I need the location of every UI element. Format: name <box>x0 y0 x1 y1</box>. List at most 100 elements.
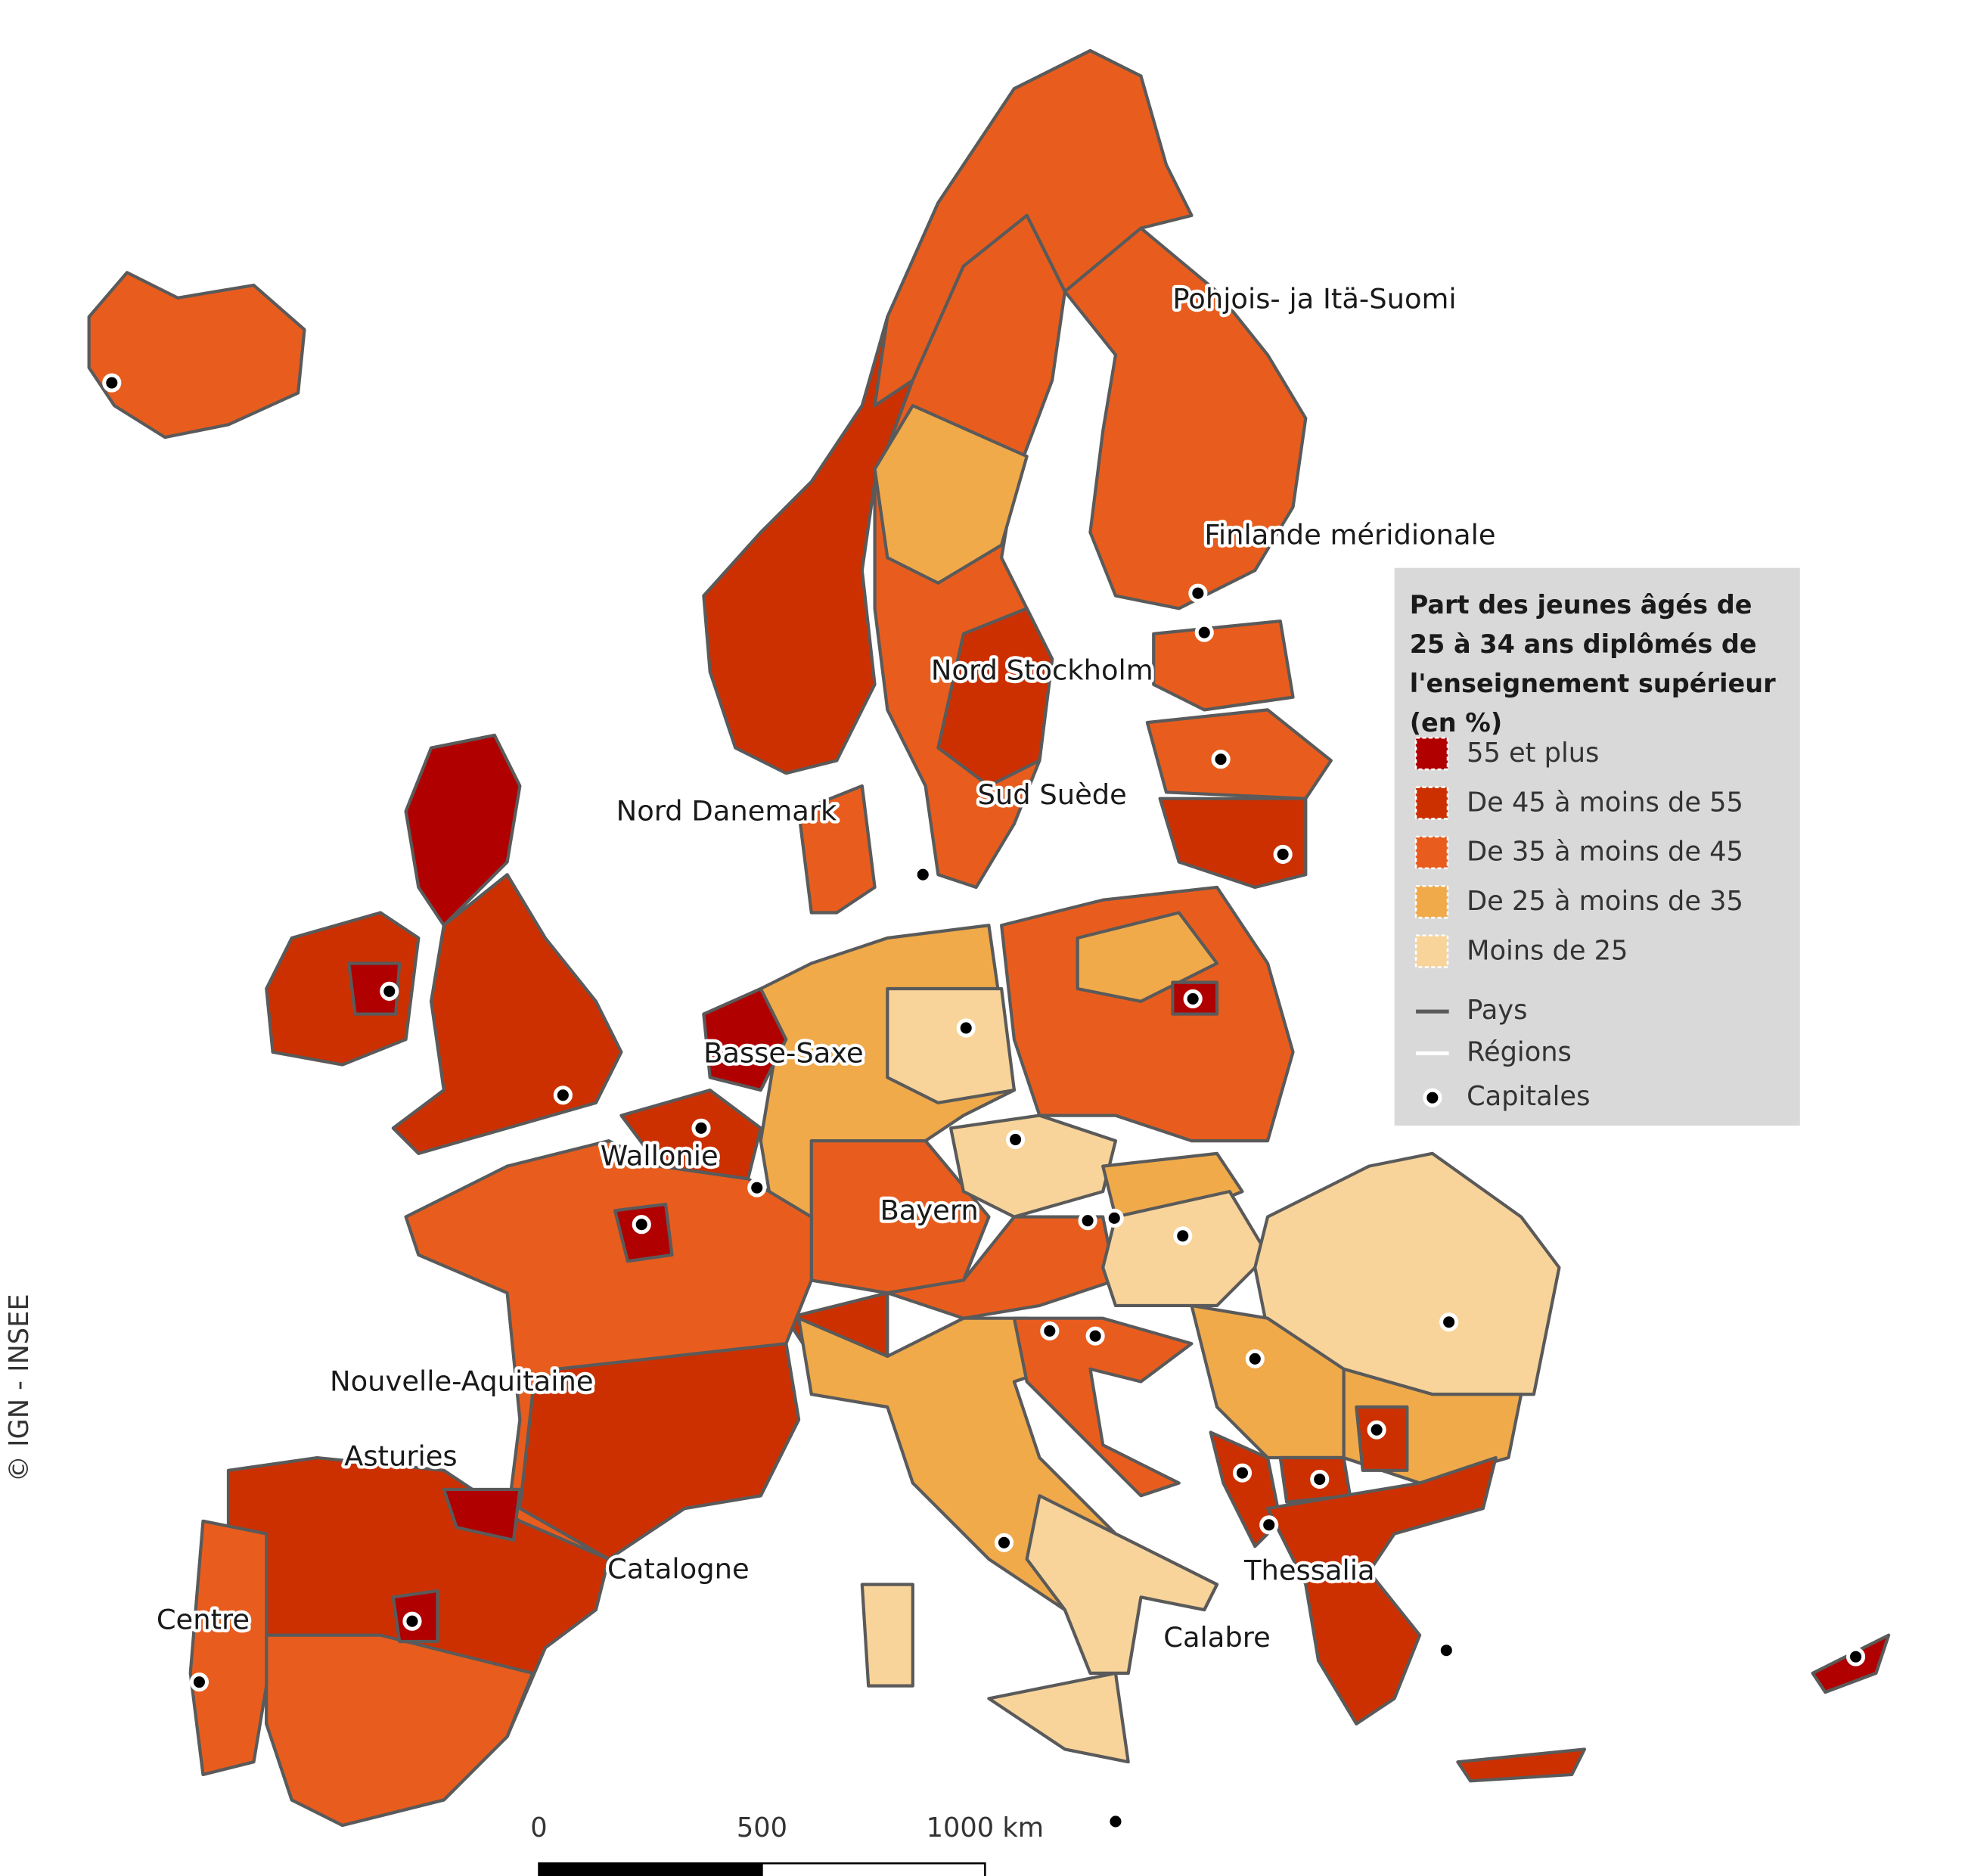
greece <box>1265 1455 1498 1726</box>
finland <box>1063 226 1308 610</box>
ireland <box>265 911 421 1067</box>
capital <box>1211 750 1231 769</box>
legend-swatch <box>1414 835 1449 870</box>
scale-bar: 0 500 1000 km <box>530 1812 1044 1876</box>
hungary <box>1101 1190 1270 1308</box>
legend-box <box>1394 567 1800 1126</box>
capital <box>1188 583 1208 603</box>
capital <box>1078 1211 1097 1231</box>
pais-vasco <box>442 1487 522 1542</box>
capital <box>1183 989 1203 1008</box>
portugal <box>188 1519 269 1777</box>
capital <box>747 1178 767 1197</box>
legend-label: De 25 à moins de 35 <box>1467 886 1743 917</box>
spain-south <box>265 1633 535 1828</box>
legend-label: Capitales <box>1467 1081 1590 1112</box>
region-label: Sud Suède <box>977 778 1126 811</box>
region-label: Calabre <box>1163 1621 1271 1654</box>
capital <box>189 1673 210 1692</box>
capital <box>380 981 399 1001</box>
sweden-stockholm <box>936 607 1054 788</box>
scale-label: 0 <box>530 1812 547 1843</box>
lithuania <box>1158 797 1308 890</box>
region-label: Pohjois- ja Itä-Suomi <box>1172 283 1456 315</box>
latvia <box>1145 708 1333 800</box>
capital <box>1006 1129 1026 1149</box>
region-label: Asturies <box>344 1440 458 1473</box>
capital <box>1194 623 1214 642</box>
sweden-middle <box>873 404 1029 585</box>
romania <box>1253 1151 1561 1396</box>
iceland <box>87 271 306 439</box>
netherlands <box>702 986 788 1092</box>
legend-title-box: Part des jeunes âgés de 25 à 34 ans dipl… <box>1409 589 1776 738</box>
legend-label: Pays <box>1467 995 1527 1026</box>
capital <box>1439 1312 1459 1332</box>
region-label: Centre <box>157 1604 250 1636</box>
capital <box>1106 1812 1125 1831</box>
region-label: Wallonie <box>601 1139 719 1172</box>
scale-label: 500 <box>737 1812 787 1843</box>
capital <box>1259 1515 1279 1535</box>
credit: © IGN - INSEE <box>4 1294 35 1482</box>
denmark <box>796 784 877 915</box>
capital <box>1085 1326 1105 1346</box>
capital <box>691 1118 711 1138</box>
poland <box>1000 885 1295 1143</box>
capital <box>1040 1321 1060 1341</box>
legend-swatch <box>1414 786 1449 820</box>
sardinia <box>860 1582 914 1688</box>
region-label: Finlande méridionale <box>1204 518 1495 551</box>
capital <box>1310 1469 1330 1489</box>
legend-point <box>1423 1088 1442 1107</box>
capital <box>1436 1641 1456 1660</box>
capital <box>1104 1208 1124 1228</box>
sofia <box>1355 1405 1409 1472</box>
crete <box>1456 1747 1587 1783</box>
capital <box>1245 1349 1265 1368</box>
capital <box>913 865 933 884</box>
england-wales <box>391 873 623 1155</box>
region-label: Catalogne <box>607 1553 750 1586</box>
region-labels: Pohjois- ja Itä-Suomi Finlande méridional… <box>154 279 1499 1657</box>
capital <box>553 1086 573 1105</box>
scale-segment <box>761 1862 986 1876</box>
italy-south <box>1025 1494 1219 1675</box>
region-label: Bayern <box>880 1194 979 1226</box>
dublin <box>347 961 402 1016</box>
capital <box>1273 844 1293 864</box>
germany-east <box>886 986 1016 1104</box>
france-south <box>518 1342 801 1561</box>
czechia <box>949 1113 1118 1219</box>
legend-label: Régions <box>1467 1036 1572 1067</box>
sicily <box>987 1671 1130 1764</box>
scale-label: 1000 km <box>927 1812 1044 1843</box>
region-label: Basse-Saxe <box>703 1037 864 1070</box>
capital <box>1232 1463 1253 1483</box>
legend-swatch <box>1414 736 1449 771</box>
region-label: Nord Danemark <box>616 795 837 828</box>
capital <box>1845 1647 1866 1666</box>
legend-label: De 45 à moins de 55 <box>1467 787 1743 818</box>
legend-label: Moins de 25 <box>1467 935 1628 966</box>
capitals <box>102 373 1866 1831</box>
legend-swatch <box>1414 885 1449 919</box>
capital <box>632 1215 651 1235</box>
region-label: Nouvelle-Aquitaine <box>330 1365 594 1398</box>
region-label: Nord Stockholm <box>931 654 1153 687</box>
capital <box>1173 1226 1193 1246</box>
capital <box>102 373 122 393</box>
capital <box>402 1611 422 1631</box>
belgium <box>619 1088 762 1181</box>
slovenia-croatia <box>1012 1316 1194 1498</box>
legend-swatch <box>1414 934 1449 968</box>
capital <box>1367 1420 1386 1440</box>
legend: Part des jeunes âgés de 25 à 34 ans dipl… <box>1394 567 1800 1126</box>
legend-label: 55 et plus <box>1467 738 1599 769</box>
scotland <box>404 733 522 927</box>
scale-segment <box>538 1862 763 1876</box>
legend-title: Part des jeunes âgés de 25 à 34 ans dipl… <box>1409 589 1776 738</box>
countries <box>87 48 1891 1828</box>
